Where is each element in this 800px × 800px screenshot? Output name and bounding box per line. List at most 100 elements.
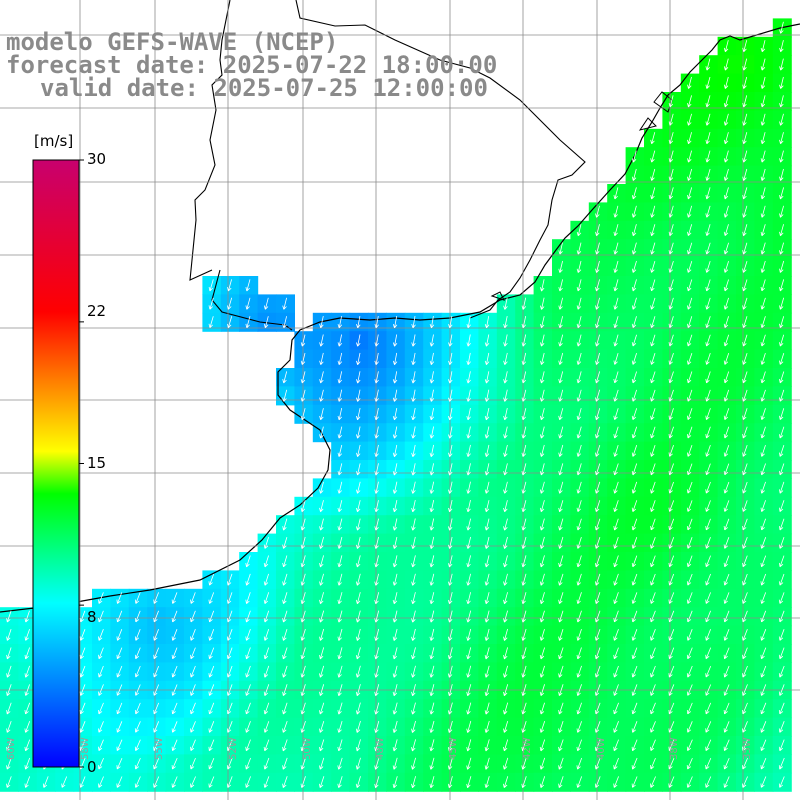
- wind-arrow: [319, 536, 324, 549]
- wind-arrow: [466, 757, 472, 770]
- wind-arrow: [778, 610, 785, 623]
- wind-arrow: [595, 426, 601, 439]
- wind-arrow: [779, 444, 785, 457]
- wind-arrow: [595, 463, 601, 476]
- wind-arrow: [595, 224, 600, 237]
- wind-arrow: [723, 665, 730, 678]
- wind-arrow: [742, 647, 748, 660]
- wind-arrow: [355, 536, 361, 549]
- wind-arrow: [411, 647, 416, 660]
- wind-arrow: [723, 279, 729, 292]
- wind-arrow: [539, 720, 546, 733]
- wind-arrow: [650, 205, 656, 218]
- wind-arrow: [134, 647, 141, 660]
- wind-arrow: [742, 665, 748, 678]
- wind-arrow: [705, 224, 711, 236]
- wind-arrow: [521, 297, 527, 310]
- wind-arrow: [245, 628, 251, 641]
- wind-arrow: [319, 316, 324, 329]
- wind-arrow: [723, 629, 730, 641]
- wind-arrow: [263, 536, 269, 549]
- wind-arrow: [447, 592, 453, 605]
- wind-arrow: [687, 463, 693, 476]
- wind-arrow: [613, 279, 619, 292]
- wind-arrow: [392, 463, 398, 476]
- wind-arrow: [705, 260, 711, 273]
- wind-arrow: [190, 721, 196, 733]
- wind-arrow: [613, 481, 619, 494]
- colorbar-tick-label: 30: [87, 150, 107, 168]
- wind-arrow: [282, 610, 288, 623]
- wind-arrow: [429, 389, 435, 402]
- wind-arrow: [558, 463, 564, 476]
- wind-arrow: [558, 334, 564, 347]
- wind-arrow: [760, 242, 766, 255]
- wind-arrow: [760, 665, 767, 678]
- wind-arrow: [282, 628, 288, 641]
- wind-arrow: [448, 481, 453, 494]
- wind-arrow: [319, 500, 324, 513]
- wind-arrow: [79, 721, 86, 733]
- wind-arrow: [245, 316, 251, 329]
- wind-arrow: [374, 628, 380, 641]
- wind-arrow: [576, 647, 582, 660]
- wind-arrow: [631, 224, 637, 237]
- wind-arrow: [208, 739, 215, 752]
- wind-arrow: [411, 352, 416, 365]
- wind-arrow: [429, 610, 435, 623]
- wind-arrow: [98, 647, 104, 660]
- wind-arrow: [742, 573, 748, 586]
- wind-arrow: [503, 757, 509, 770]
- wind-arrow: [466, 408, 471, 421]
- longitude-label: 48W: [375, 737, 386, 760]
- wind-arrow: [576, 757, 583, 770]
- wind-arrow: [356, 334, 361, 347]
- wind-arrow: [760, 113, 766, 126]
- wind-arrow: [631, 205, 637, 218]
- wind-arrow: [760, 776, 767, 788]
- wind-arrow: [631, 260, 637, 273]
- wind-arrow: [668, 260, 674, 273]
- wind-arrow: [668, 665, 675, 678]
- wind-arrow: [779, 389, 785, 402]
- wind-arrow: [484, 426, 490, 439]
- wind-arrow: [705, 334, 711, 347]
- wind-arrow: [631, 297, 637, 310]
- wind-arrow: [448, 463, 453, 476]
- wind-arrow: [723, 260, 729, 273]
- wind-arrow: [760, 518, 766, 531]
- wind-arrow: [779, 150, 784, 163]
- wind-arrow: [760, 647, 767, 660]
- wind-arrow: [503, 352, 508, 365]
- wind-arrow: [558, 352, 564, 365]
- wind-arrow: [319, 481, 324, 494]
- wind-arrow: [594, 757, 601, 770]
- wind-arrow: [411, 481, 416, 494]
- wind-arrow: [650, 555, 656, 568]
- wind-arrow: [668, 297, 674, 310]
- wind-arrow: [760, 58, 766, 71]
- wind-arrow: [319, 684, 325, 696]
- wind-arrow: [392, 408, 398, 421]
- wind-arrow: [650, 684, 656, 696]
- wind-arrow: [686, 665, 693, 678]
- wind-arrow: [723, 352, 730, 365]
- wind-arrow: [650, 463, 656, 476]
- wind-arrow: [595, 242, 600, 255]
- wind-arrow: [411, 500, 416, 513]
- wind-arrow: [429, 316, 435, 329]
- wind-arrows: [6, 21, 785, 789]
- wind-arrow: [613, 187, 619, 200]
- wind-arrow: [337, 463, 343, 476]
- wind-arrow: [539, 757, 546, 770]
- wind-arrow: [374, 573, 379, 586]
- wind-arrow: [282, 555, 288, 568]
- wind-arrow: [742, 242, 748, 255]
- wind-arrow: [6, 610, 12, 623]
- wind-arrow: [742, 555, 748, 568]
- wind-arrow: [558, 408, 564, 421]
- wind-arrow: [668, 205, 674, 218]
- wind-arrow: [521, 647, 527, 660]
- wind-arrow: [337, 573, 343, 586]
- wind-arrow: [723, 58, 729, 71]
